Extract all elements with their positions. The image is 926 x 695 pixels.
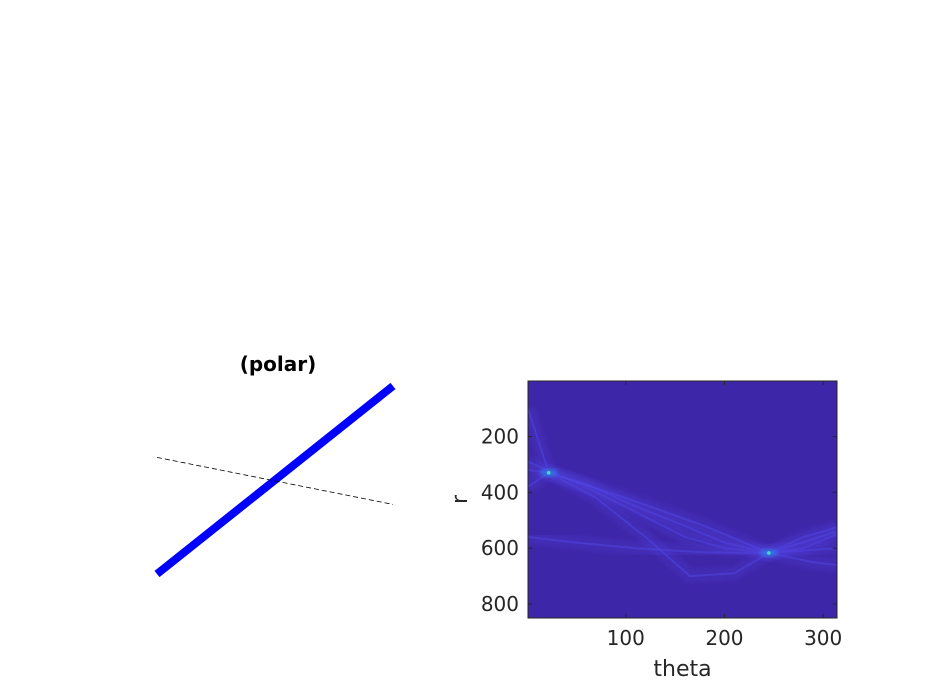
y-tick-label-3: 800	[481, 592, 519, 616]
heatmap-curve-4	[528, 408, 837, 555]
heatmap-content	[528, 406, 837, 584]
peak-point-0	[546, 471, 551, 475]
y-tick-label-1: 400	[481, 480, 519, 504]
x-tick-label-2: 300	[804, 626, 842, 650]
y-tick-label-2: 600	[481, 536, 519, 560]
y-tick-label-0: 200	[481, 425, 519, 449]
left-chart-title: (polar)	[239, 352, 317, 376]
heatmap-frame	[527, 380, 838, 619]
y-axis-label: r	[448, 494, 473, 504]
x-tick-label-0: 100	[607, 626, 645, 650]
x-axis-label: theta	[653, 657, 711, 682]
line-series-0	[154, 382, 396, 578]
x-tick-label-1: 200	[705, 626, 743, 650]
peak-point-1	[767, 551, 771, 555]
hough-heatmap: 100 200 300 200 400 600 800 theta r	[448, 380, 842, 682]
left-line-plot	[154, 382, 396, 578]
heatmap-background	[528, 381, 837, 618]
dashed-series-1	[156, 457, 394, 505]
